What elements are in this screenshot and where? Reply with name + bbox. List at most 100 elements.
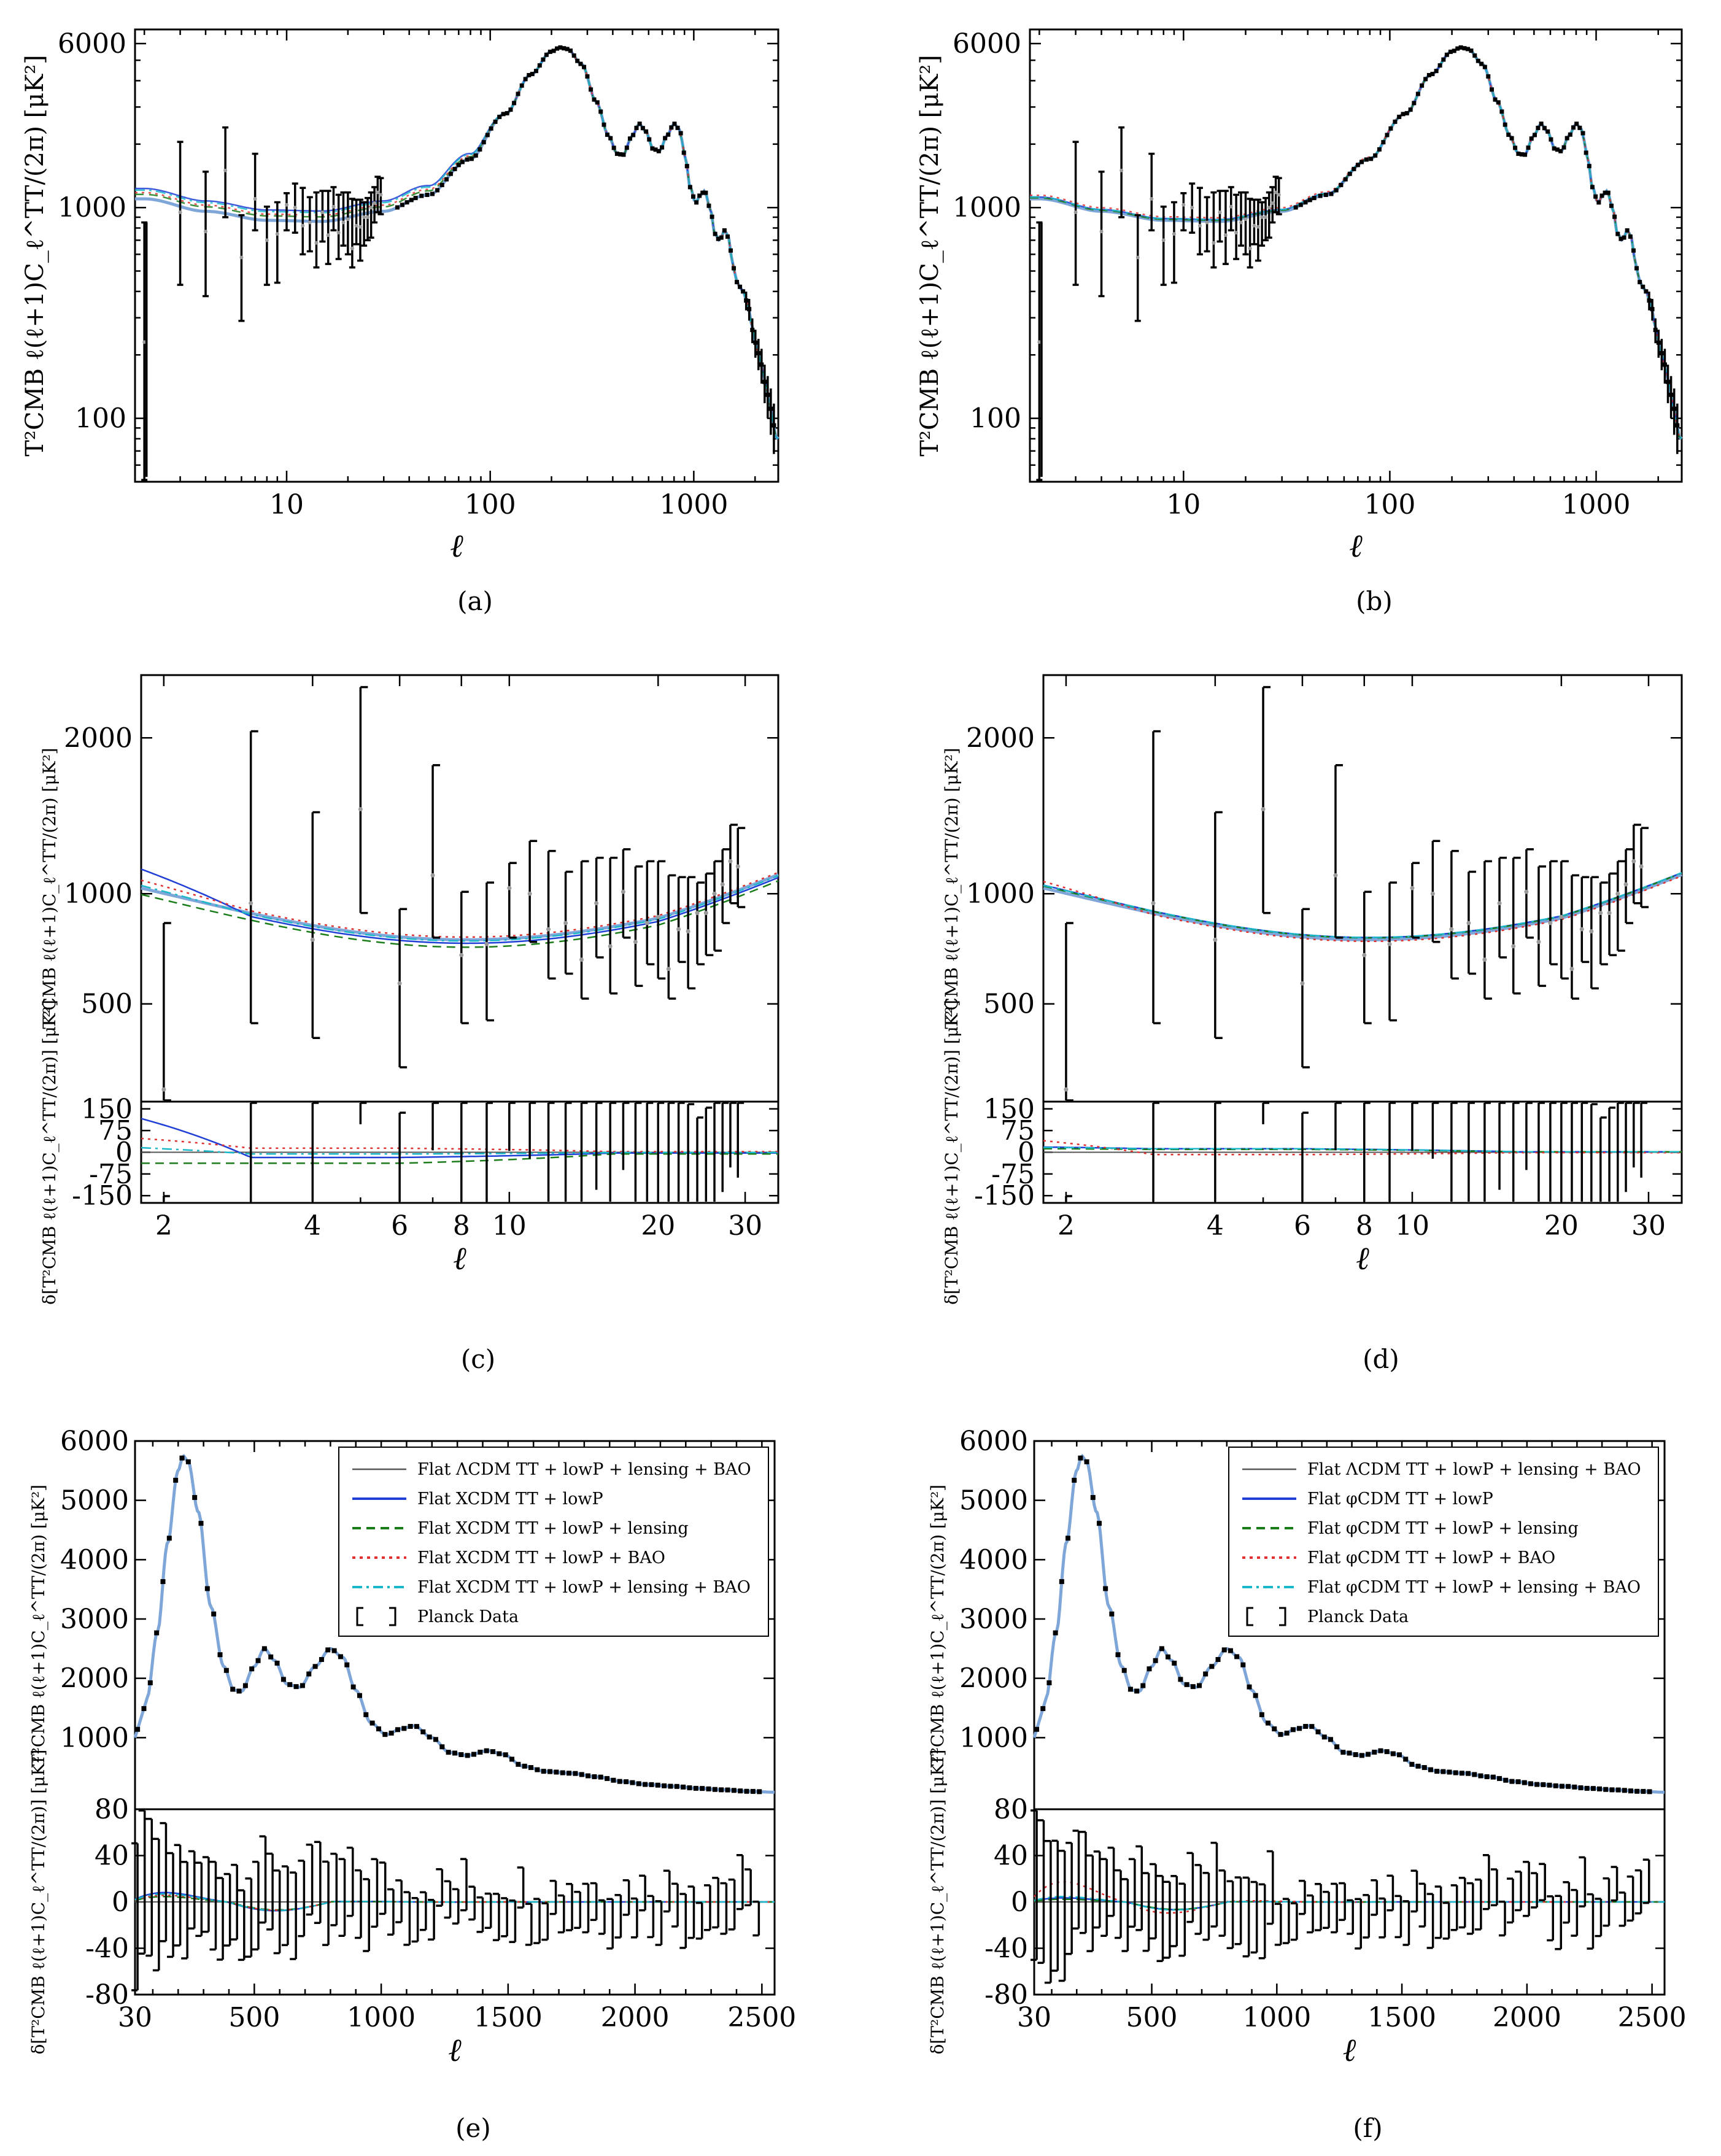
data-point [756,351,761,356]
data-point [1309,1724,1315,1729]
data-point [1267,206,1271,210]
data-point [1109,1611,1115,1617]
data-point [1178,1677,1183,1682]
data-point [1533,133,1537,137]
data-point [287,1682,293,1687]
data-point [198,1521,204,1526]
residual-y-axis-label: δ[T²CMB ℓ(ℓ+1)C_ℓ^TT/(2π)] [μK²] [927,1750,948,2055]
data-point [1606,190,1611,195]
data-point [1135,255,1140,260]
data-point [674,1783,679,1789]
data-point [738,1788,743,1794]
data-point [1430,72,1435,77]
data-point [1159,1646,1164,1652]
data-point [1596,200,1601,205]
data-point [300,1683,305,1688]
data-point [578,61,583,66]
data-point [1248,246,1252,250]
data-point [1256,225,1260,229]
residual-y-tick-label: 80 [994,1794,1028,1825]
data-point [1328,1737,1333,1742]
y-tick-label: 1000 [959,1722,1028,1753]
data-point [1428,1767,1433,1772]
data-point [1579,927,1584,932]
data-point [644,129,649,134]
data-point [1493,97,1498,102]
data-point [1536,125,1541,130]
data-point [759,362,764,367]
data-point [1499,109,1504,114]
data-point [1625,228,1630,233]
data-point [1420,83,1425,88]
data-point [1121,1667,1127,1673]
data-point [1623,882,1628,887]
data-point [614,152,619,156]
data-point [1284,1730,1290,1736]
y-tick-label: 1000 [953,192,1021,223]
data-point [1161,238,1166,242]
data-point [1523,152,1528,157]
data-point [1448,49,1453,54]
data-point [255,1658,261,1663]
legend-label: Flat φCDM TT + lowP + lensing + BAO [1307,1578,1641,1597]
data-point [719,235,724,240]
data-point [560,1770,565,1775]
data-point [344,1662,350,1667]
data-point [1615,1787,1621,1793]
data-point [446,1750,451,1755]
data-point [425,192,430,197]
data-point [1264,215,1268,219]
data-point [490,1749,496,1755]
data-point [478,1749,483,1755]
data-point [598,1774,603,1780]
data-point [1397,114,1402,119]
data-point [697,193,702,198]
data-point [571,53,576,58]
data-point [1555,147,1560,152]
data-point [1590,185,1595,190]
data-point [765,392,770,397]
data-point [1622,1788,1627,1793]
data-point [1447,1769,1452,1775]
legend-label: Flat XCDM TT + lowP + lensing [417,1519,689,1538]
data-point [505,110,509,115]
data-point [314,241,319,245]
data-point [1496,100,1501,105]
data-point [1190,206,1194,210]
y-tick-label: 2000 [966,722,1035,754]
data-point [1534,1782,1540,1787]
data-point [1352,166,1356,171]
data-point [1272,1726,1277,1732]
data-point [320,210,325,214]
data-point [1205,220,1209,225]
data-point [1234,1654,1240,1660]
data-point [1404,110,1409,115]
data-point [1528,1781,1533,1787]
data-point [1558,149,1563,153]
data-point [1519,152,1524,156]
data-point [1441,1769,1446,1774]
data-point [624,1779,629,1785]
data-point [435,188,440,193]
data-point [573,1771,578,1776]
data-point [369,1720,375,1726]
legend-label: Flat ΛCDM TT + lowP + lensing + BAO [1307,1460,1641,1479]
data-point [336,231,341,235]
data-point [319,1657,324,1663]
data-point [1421,1765,1427,1771]
legend-label: Flat XCDM TT + lowP [417,1489,603,1509]
data-point [382,1732,388,1737]
data-point [1140,1683,1146,1688]
data-point [420,1729,426,1734]
data-point [668,1783,673,1789]
data-point [533,69,538,74]
data-point [1506,133,1511,137]
data-point [732,266,737,271]
data-point [1639,864,1644,869]
data-point [1634,266,1639,271]
data-point [592,1774,597,1779]
tt-lowp-curve [141,868,779,945]
data-point [1390,1751,1396,1756]
data-point [725,234,730,239]
data-point [1239,220,1243,225]
